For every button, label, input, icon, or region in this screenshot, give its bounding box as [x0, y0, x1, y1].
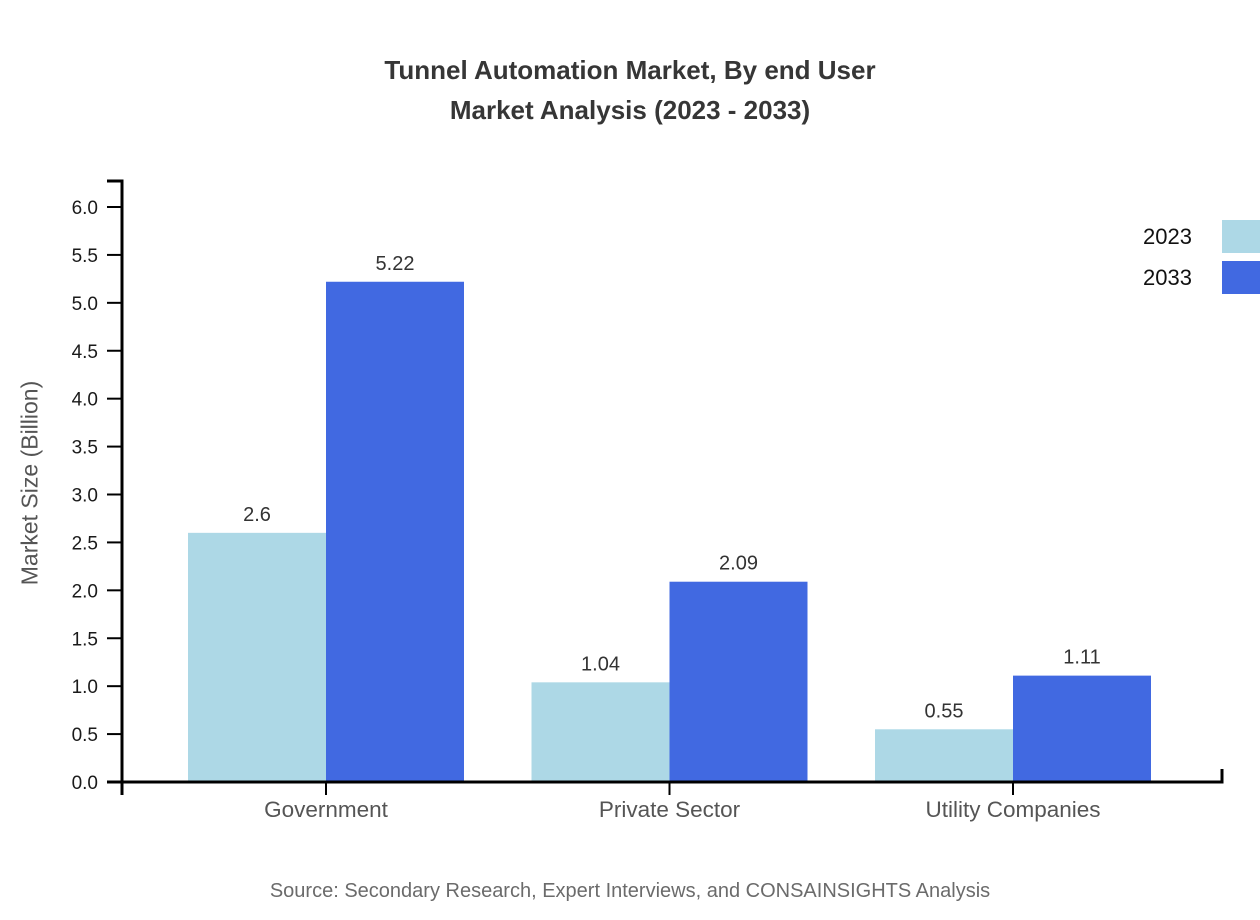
y-tick-label: 6.0: [72, 198, 98, 219]
bar-government-2033: [326, 281, 464, 782]
legend-item-2023: 2023: [1143, 220, 1260, 253]
y-tick-label: 0.0: [72, 773, 98, 794]
category-label-private-sector: Private Sector: [599, 797, 741, 822]
x-axis-line: [107, 769, 1224, 784]
bar-utility-companies-2023: [875, 729, 1013, 782]
y-axis-title: Market Size (Billion): [16, 380, 43, 586]
category-label-utility-companies: Utility Companies: [925, 797, 1100, 822]
legend-label-2023: 2023: [1143, 223, 1192, 249]
y-tick-label: 3.0: [72, 486, 98, 507]
bar-value-label: 5.22: [376, 253, 415, 275]
legend-swatch-2023: [1222, 220, 1260, 253]
legend-item-2033: 2033: [1143, 261, 1260, 294]
bar-value-label: 1.04: [581, 653, 620, 675]
bar-value-label: 2.09: [719, 553, 758, 575]
source-note: Source: Secondary Research, Expert Inter…: [269, 880, 991, 902]
y-tick-label: 4.0: [72, 390, 98, 411]
y-tick-label: 1.5: [72, 629, 98, 650]
y-tick-label: 2.0: [72, 581, 98, 602]
category-label-government: Government: [264, 797, 389, 822]
legend-label-2033: 2033: [1143, 264, 1192, 290]
bar-value-label: 1.11: [1063, 647, 1100, 669]
y-tick-label: 0.5: [72, 725, 98, 746]
y-tick-label: 1.0: [72, 677, 98, 698]
legend: 2023 2033: [1143, 220, 1260, 294]
bar-private-sector-2023: [531, 682, 670, 782]
y-axis-line: [107, 179, 124, 795]
bar-private-sector-2033: [669, 581, 808, 782]
chart-title: Tunnel Automation Market, By end User Ma…: [0, 50, 1260, 130]
bar-government-2023: [188, 532, 326, 782]
bar-value-label: 0.55: [925, 700, 964, 722]
chart-title-line2: Market Analysis (2023 - 2033): [449, 95, 811, 125]
y-tick-label: 2.5: [72, 533, 98, 554]
y-tick-label: 5.5: [72, 246, 98, 267]
y-tick-label: 4.5: [72, 342, 98, 363]
chart-title-line1: Tunnel Automation Market, By end User: [384, 55, 876, 85]
bar-value-label: 2.6: [243, 504, 271, 526]
y-tick-label: 3.5: [72, 438, 98, 459]
y-tick-label: 5.0: [72, 294, 98, 315]
bar-utility-companies-2033: [1013, 675, 1151, 782]
legend-swatch-2033: [1222, 261, 1260, 294]
